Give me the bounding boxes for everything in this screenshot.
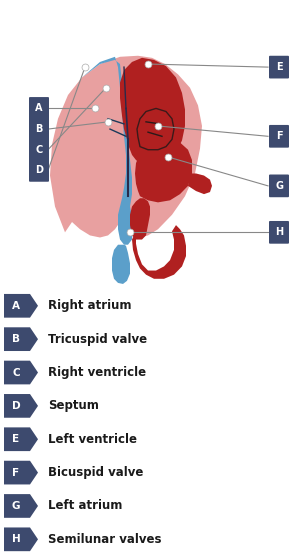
FancyBboxPatch shape: [269, 175, 289, 197]
Text: Septum: Septum: [48, 399, 99, 413]
Text: F: F: [276, 131, 282, 141]
Polygon shape: [135, 138, 192, 202]
Text: G: G: [275, 181, 283, 191]
Text: Semilunar valves: Semilunar valves: [48, 533, 161, 546]
Polygon shape: [132, 225, 186, 279]
Polygon shape: [4, 528, 38, 551]
Text: Right atrium: Right atrium: [48, 299, 132, 312]
FancyBboxPatch shape: [269, 125, 289, 148]
FancyBboxPatch shape: [29, 97, 49, 120]
Polygon shape: [4, 327, 38, 351]
Text: B: B: [12, 334, 20, 344]
Text: Left ventricle: Left ventricle: [48, 433, 137, 446]
Text: F: F: [12, 468, 19, 478]
Text: E: E: [12, 434, 19, 444]
Text: C: C: [35, 145, 43, 155]
Text: E: E: [276, 62, 282, 72]
FancyBboxPatch shape: [269, 221, 289, 244]
Text: A: A: [12, 301, 20, 311]
Text: Bicuspid valve: Bicuspid valve: [48, 466, 143, 479]
Polygon shape: [4, 461, 38, 484]
Text: Right ventricle: Right ventricle: [48, 366, 146, 379]
Polygon shape: [112, 245, 130, 284]
FancyBboxPatch shape: [269, 56, 289, 78]
Polygon shape: [137, 108, 174, 150]
Text: B: B: [35, 124, 43, 134]
Polygon shape: [4, 394, 38, 418]
Polygon shape: [50, 56, 202, 237]
Polygon shape: [4, 294, 38, 317]
Text: H: H: [275, 227, 283, 237]
Polygon shape: [130, 198, 150, 240]
Polygon shape: [50, 57, 133, 245]
Polygon shape: [120, 58, 185, 165]
Text: G: G: [12, 501, 20, 511]
FancyBboxPatch shape: [29, 138, 49, 161]
Text: A: A: [35, 103, 43, 113]
Text: C: C: [12, 368, 20, 378]
Text: D: D: [12, 401, 20, 411]
Text: Tricuspid valve: Tricuspid valve: [48, 332, 147, 346]
Polygon shape: [4, 494, 38, 518]
Polygon shape: [4, 428, 38, 451]
Text: H: H: [12, 534, 20, 544]
Polygon shape: [188, 173, 212, 194]
Text: D: D: [35, 165, 43, 175]
Polygon shape: [4, 361, 38, 384]
FancyBboxPatch shape: [29, 118, 49, 141]
FancyBboxPatch shape: [29, 159, 49, 182]
Text: Left atrium: Left atrium: [48, 499, 123, 513]
